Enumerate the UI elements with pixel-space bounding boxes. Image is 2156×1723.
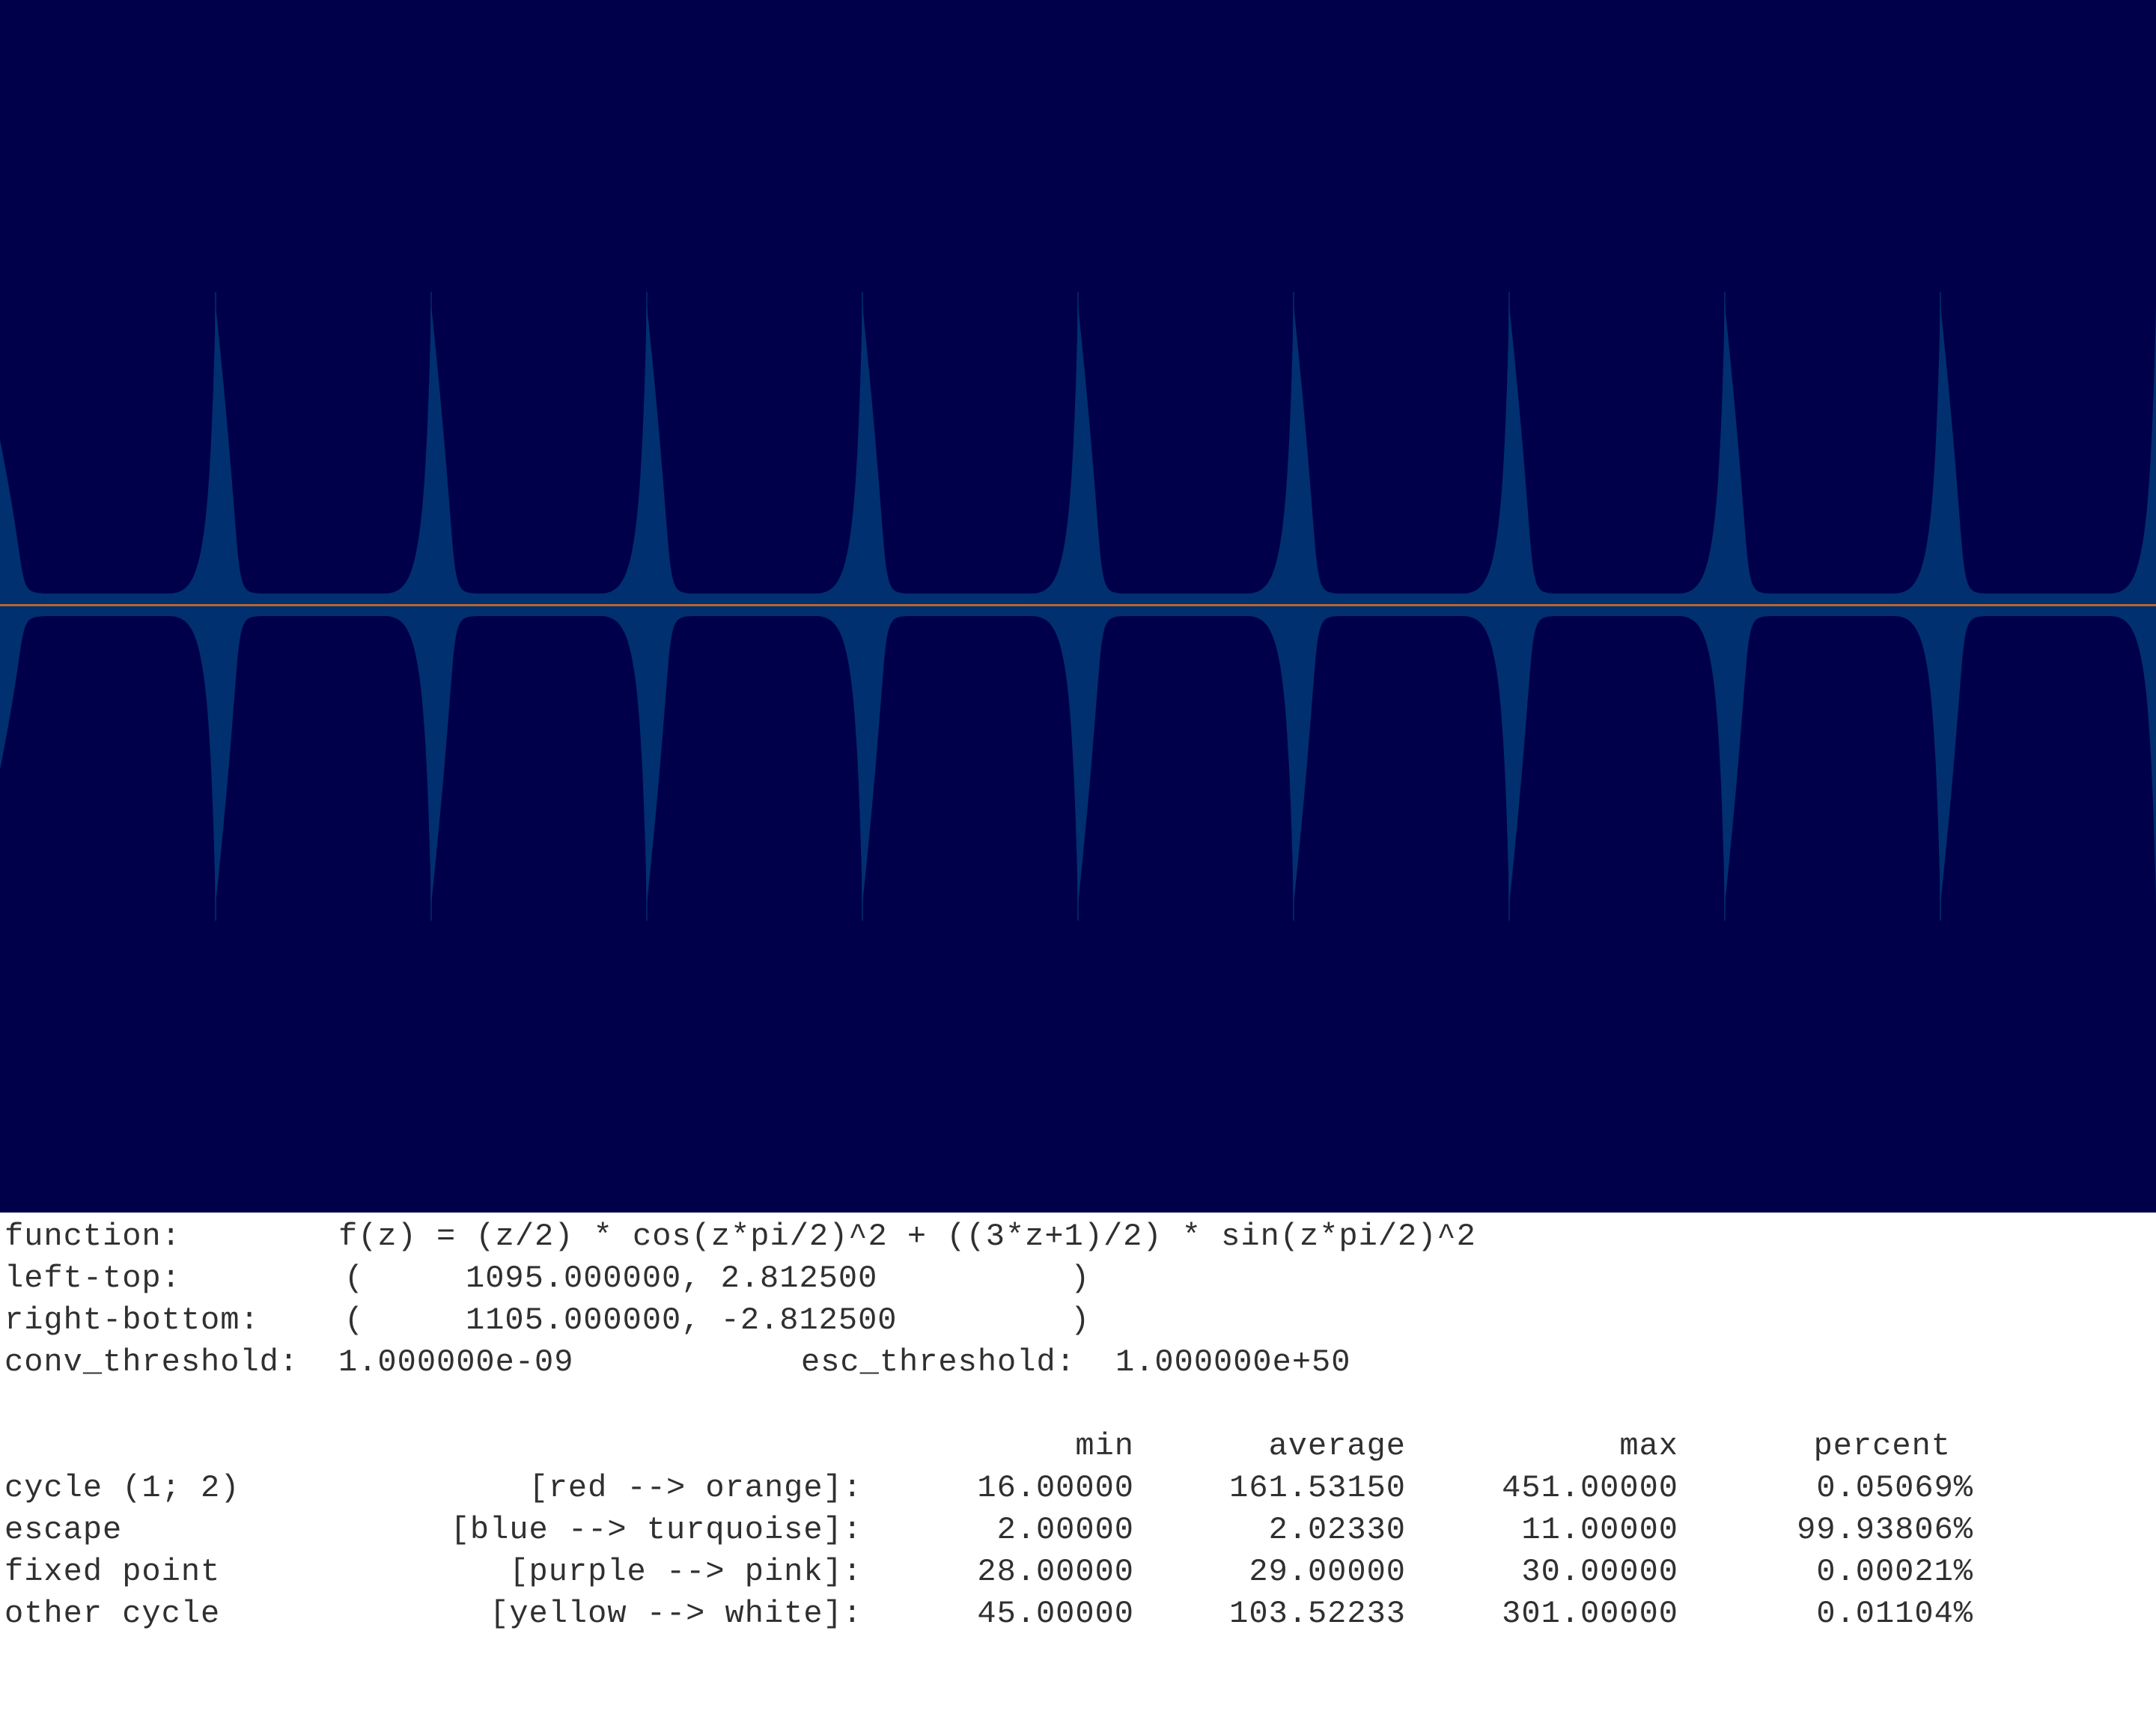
stats-row-average: 103.52233: [1229, 1596, 1406, 1632]
info-panel: function: f(z) = (z/2) * cos(z*pi/2)^2 +…: [0, 1213, 2156, 1723]
left-top-open-paren: (: [344, 1260, 365, 1296]
left-top-label: left-top:: [4, 1260, 181, 1296]
right-bottom-label: right-bottom:: [4, 1302, 260, 1338]
left-top-close-paren: ): [1071, 1260, 1091, 1296]
stats-row-max: 30.00000: [1521, 1554, 1678, 1590]
left-top-value: 1095.000000, 2.812500: [466, 1260, 878, 1296]
stats-row-percent: 99.93806%: [1797, 1512, 1973, 1548]
stats-row-name: cycle (1; 2): [4, 1470, 240, 1506]
stats-row-average: 161.53150: [1229, 1470, 1406, 1506]
stats-row-name: fixed point: [4, 1554, 221, 1590]
stats-row-percent: 0.05069%: [1816, 1470, 1973, 1506]
stats-row-colors: [purple --> pink]:: [509, 1554, 862, 1590]
right-bottom-close-paren: ): [1071, 1302, 1091, 1338]
function-label: function:: [4, 1219, 181, 1254]
function-value: f(z) = (z/2) * cos(z*pi/2)^2 + ((3*z+1)/…: [338, 1219, 1476, 1254]
stats-row-average: 2.02330: [1268, 1512, 1406, 1548]
stats-row-colors: [blue --> turquoise]:: [450, 1512, 862, 1548]
stats-row-colors: [yellow --> white]:: [490, 1596, 862, 1632]
stats-row-max: 451.00000: [1502, 1470, 1678, 1506]
stats-row-min: 2.00000: [996, 1512, 1134, 1548]
stats-header-percent: percent: [1813, 1428, 1951, 1464]
stats-row-max: 301.00000: [1502, 1596, 1678, 1632]
stats-row-name: escape: [4, 1512, 123, 1548]
esc-threshold-value: 1.000000e+50: [1115, 1344, 1351, 1380]
stats-row-average: 29.00000: [1249, 1554, 1406, 1590]
stats-row-min: 45.00000: [977, 1596, 1134, 1632]
stats-header-average: average: [1268, 1428, 1406, 1464]
stats-row-name: other cycle: [4, 1596, 221, 1632]
stats-row-percent: 0.01104%: [1816, 1596, 1973, 1632]
right-bottom-value: 1105.000000, -2.812500: [466, 1302, 898, 1338]
conv-threshold-label: conv_threshold:: [4, 1344, 299, 1380]
stats-header-min: min: [1075, 1428, 1134, 1464]
cycle-orbit-line: [0, 604, 2156, 606]
right-bottom-open-paren: (: [344, 1302, 365, 1338]
stats-row-min: 28.00000: [977, 1554, 1134, 1590]
conv-threshold-value: 1.000000e-09: [338, 1344, 574, 1380]
esc-threshold-label: esc_threshold:: [801, 1344, 1076, 1380]
stats-row-percent: 0.00021%: [1816, 1554, 1973, 1590]
stats-header-max: max: [1619, 1428, 1678, 1464]
stats-row-colors: [red --> orange]:: [529, 1470, 862, 1506]
stats-row-max: 11.00000: [1521, 1512, 1678, 1548]
stats-row-min: 16.00000: [977, 1470, 1134, 1506]
fractal-render: [0, 0, 2156, 1213]
